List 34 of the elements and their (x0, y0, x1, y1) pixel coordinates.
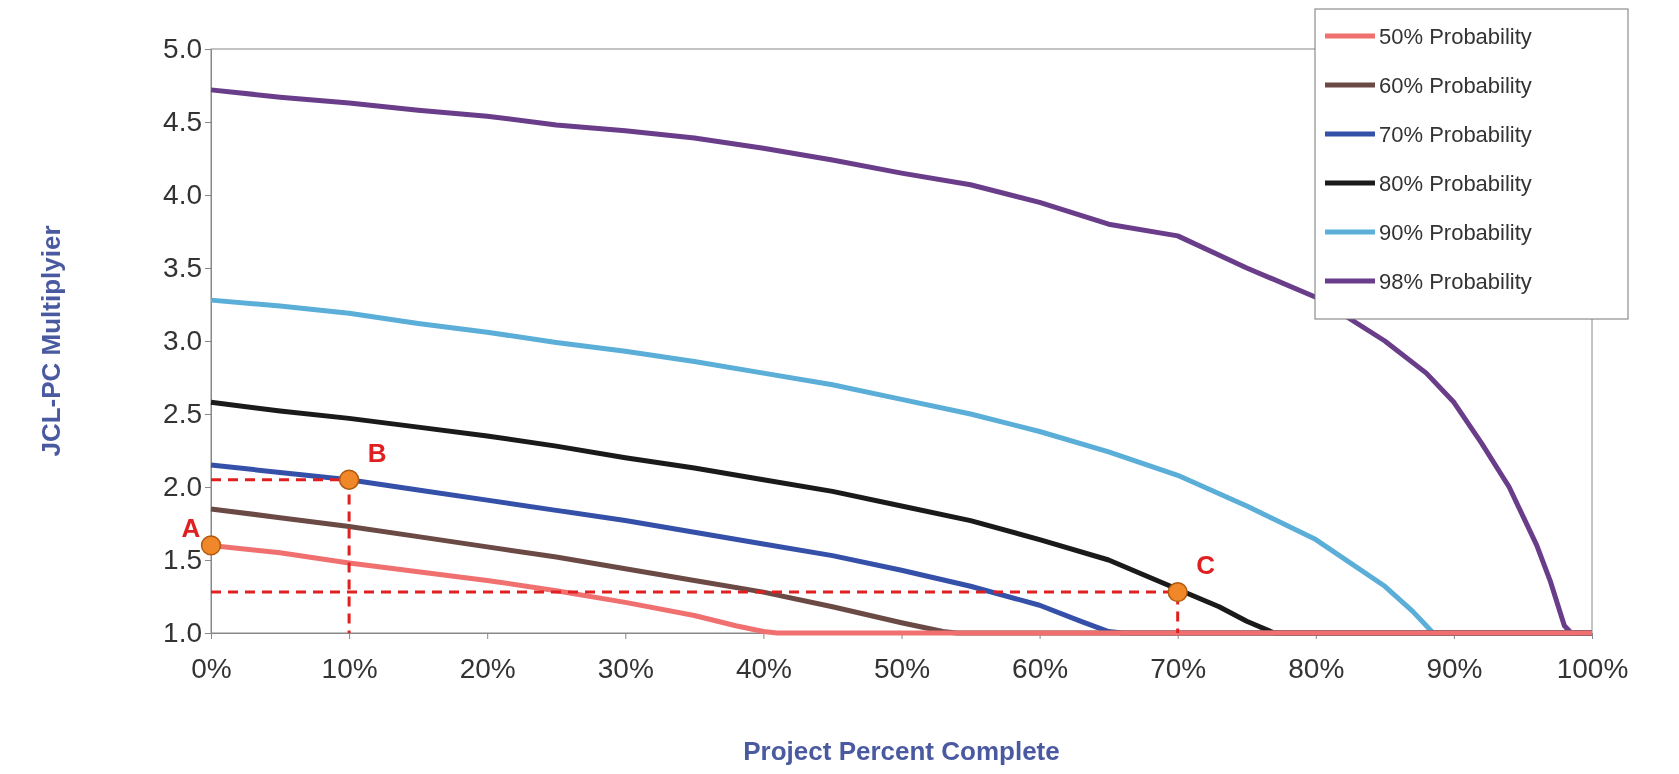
y-tick-label: 2.0 (163, 471, 202, 503)
legend-label: 50% Probability (1379, 24, 1532, 49)
x-tick-label: 100% (1556, 653, 1629, 685)
x-tick-label: 80% (1288, 653, 1345, 685)
annotation: A (181, 513, 201, 544)
legend-label: 60% Probability (1379, 73, 1532, 98)
x-tick-label: 90% (1426, 653, 1483, 685)
y-tick-label: 2.5 (163, 398, 202, 430)
legend-label: 80% Probability (1379, 171, 1532, 196)
annotation: B (367, 437, 387, 468)
y-axis-title: JCL-PC Multiplyier (36, 225, 66, 457)
legend-label: 90% Probability (1379, 220, 1532, 245)
x-tick-label: 30% (597, 653, 654, 685)
y-tick-label: 3.5 (163, 252, 202, 284)
point (1167, 581, 1188, 603)
x-tick-label: 50% (873, 653, 931, 685)
x-tick-label: 70% (1150, 653, 1207, 685)
x-axis-title: Project Percent Complete (743, 736, 1060, 766)
x-tick-label: 60% (1012, 653, 1069, 685)
annotation: C (1196, 550, 1216, 581)
x-tick-label: 0% (191, 653, 232, 685)
point (200, 535, 222, 556)
x-tick-label: 10% (321, 653, 378, 685)
legend-label: 70% Probability (1379, 122, 1532, 147)
y-tick-label: 4.0 (163, 179, 202, 211)
x-tick-label: 40% (735, 653, 792, 685)
y-tick-label: 4.5 (163, 106, 202, 138)
point (338, 469, 360, 490)
y-tick-label: 1.5 (163, 544, 202, 576)
y-tick-label: 5.0 (163, 33, 202, 65)
x-tick-label: 20% (459, 653, 516, 685)
y-tick-label: 1.0 (163, 617, 202, 649)
y-tick-label: 3.0 (163, 325, 202, 357)
legend-label: 98% Probability (1379, 269, 1532, 294)
